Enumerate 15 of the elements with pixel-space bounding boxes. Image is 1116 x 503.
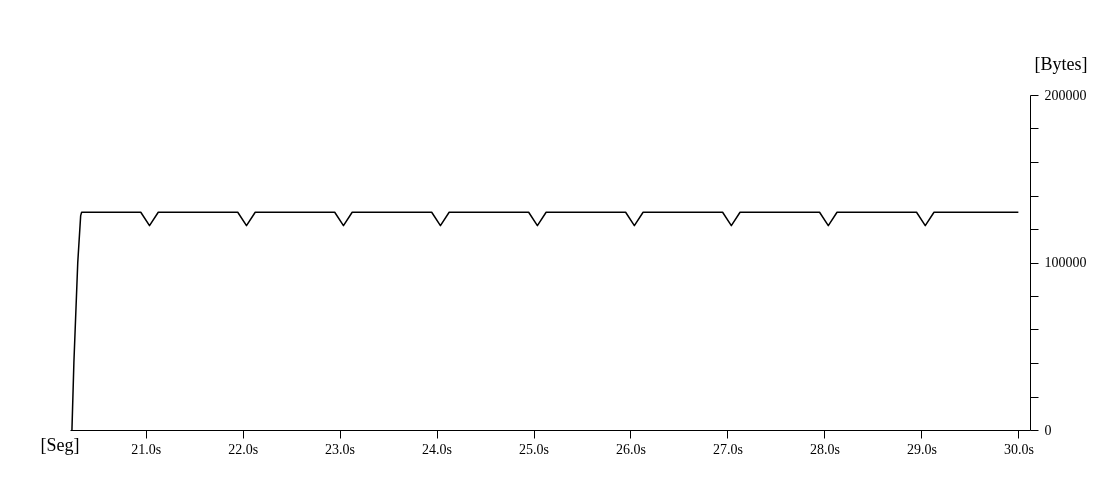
x-tick-label: 21.0s	[131, 441, 162, 457]
x-tick-label: 23.0s	[325, 441, 356, 457]
x-tick-label: 26.0s	[616, 441, 646, 457]
x-tick-label: 27.0s	[712, 441, 743, 457]
y-axis-title: [Bytes]	[1034, 53, 1088, 74]
y-tick-label: 100000	[1044, 255, 1087, 270]
x-tick-label: 28.0s	[809, 441, 840, 457]
x-axis-title: [Seg]	[40, 434, 80, 455]
x-tick-label: 30.0s	[1003, 441, 1034, 457]
x-tick-label: 22.0s	[228, 441, 259, 457]
x-tick-label: 24.0s	[422, 441, 453, 457]
y-tick-label: 200000	[1044, 87, 1087, 103]
x-tick-label: 25.0s	[519, 441, 549, 457]
y-tick-label: 0	[1044, 422, 1052, 438]
x-tick-label: 29.0s	[906, 441, 937, 457]
